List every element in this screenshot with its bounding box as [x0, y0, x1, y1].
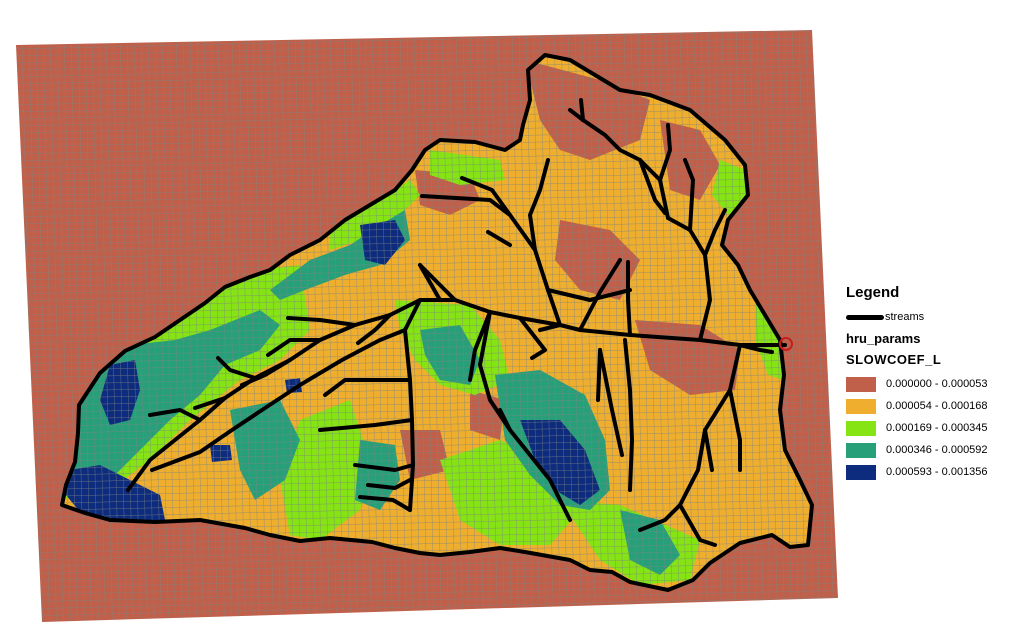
legend-swatch: [846, 398, 876, 414]
legend-class-row: 0.000000 - 0.000053: [846, 373, 1006, 395]
legend-class-label: 0.000000 - 0.000053: [886, 378, 988, 390]
legend-swatch: [846, 420, 876, 436]
legend-class-row: 0.000346 - 0.000592: [846, 439, 1006, 461]
legend-field-name: SLOWCOEF_L: [846, 352, 942, 367]
stream-line-symbol: [846, 314, 884, 320]
watershed-boundary: [60, 53, 814, 592]
stream-network: [126, 98, 787, 547]
legend-title: Legend: [846, 284, 900, 301]
legend-swatch: [846, 464, 876, 480]
map-legend: Legend streams hru_params SLOWCOEF_L 0.0…: [846, 284, 1006, 483]
legend-class-row: 0.000054 - 0.000168: [846, 395, 1006, 417]
legend-swatch: [846, 376, 876, 392]
legend-streams-label: streams: [885, 311, 925, 323]
legend-class-label: 0.000593 - 0.001356: [886, 466, 988, 478]
legend-class-row: 0.000593 - 0.001356: [846, 461, 1006, 483]
legend-class-label: 0.000169 - 0.000345: [886, 422, 988, 434]
outlet-marker[interactable]: [779, 337, 793, 351]
legend-swatch: [846, 442, 876, 458]
legend-class-row: 0.000169 - 0.000345: [846, 417, 1006, 439]
legend-class-label: 0.000054 - 0.000168: [886, 400, 988, 412]
legend-layer-name: hru_params: [846, 331, 921, 346]
legend-streams-entry: streams: [846, 311, 1006, 323]
legend-class-label: 0.000346 - 0.000592: [886, 444, 988, 456]
